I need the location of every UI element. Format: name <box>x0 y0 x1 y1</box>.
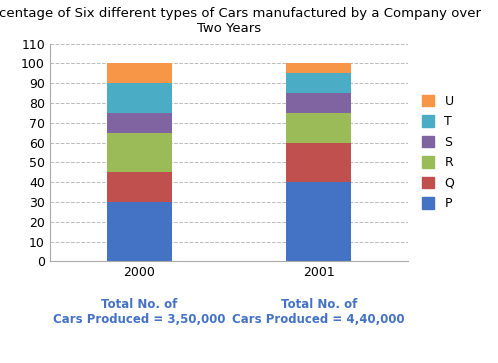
Title: Percentage of Six different types of Cars manufactured by a Company over
Two Yea: Percentage of Six different types of Car… <box>0 8 481 36</box>
Bar <box>107 83 172 113</box>
Bar <box>107 202 172 261</box>
Bar <box>286 143 351 182</box>
Bar <box>286 73 351 93</box>
Bar <box>286 64 351 73</box>
Bar <box>107 113 172 132</box>
Bar <box>107 172 172 202</box>
Bar <box>286 93 351 113</box>
Bar <box>107 64 172 83</box>
Text: Total No. of
Cars Produced = 4,40,000: Total No. of Cars Produced = 4,40,000 <box>233 298 405 326</box>
Legend: U, T, S, R, Q, P: U, T, S, R, Q, P <box>418 91 458 214</box>
Bar <box>107 132 172 172</box>
Text: Total No. of
Cars Produced = 3,50,000: Total No. of Cars Produced = 3,50,000 <box>53 298 226 326</box>
Bar <box>286 182 351 261</box>
Bar <box>286 113 351 143</box>
